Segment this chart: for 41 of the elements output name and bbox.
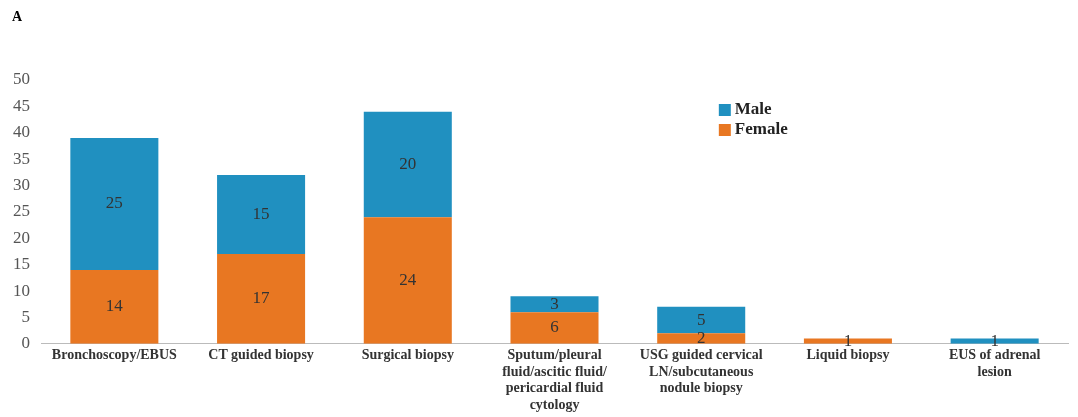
- data-label: 15: [252, 204, 270, 224]
- y-tick-label: 15: [13, 254, 30, 274]
- y-tick-label: 5: [21, 306, 30, 326]
- bar: [70, 138, 159, 270]
- y-tick-label: 45: [13, 95, 30, 115]
- bar: [510, 296, 599, 313]
- x-tick-label: Bronchoscopy/EBUS: [51, 346, 178, 362]
- legend-label: Female: [734, 119, 789, 139]
- y-tick-label: 20: [13, 227, 30, 247]
- data-label: 2: [696, 327, 706, 347]
- data-label: 25: [105, 193, 123, 213]
- data-label: 17: [252, 288, 271, 308]
- y-tick-label: 40: [13, 122, 30, 142]
- x-tick-label: EUS of adrenal lesion: [948, 346, 1041, 379]
- x-tick-label: USG guided cervical LN/subcutaneous nodule biopsy: [639, 346, 763, 396]
- legend-label: Male: [734, 99, 773, 119]
- data-label: 3: [550, 293, 559, 313]
- bar: [657, 333, 746, 344]
- y-tick-label: 35: [13, 148, 30, 168]
- x-tick-label: Sputum/pleural fluid/ascitic fluid/pericardial fluid cytology: [502, 346, 608, 413]
- bar: [217, 174, 306, 255]
- y-tick-label: 10: [13, 280, 30, 300]
- chart-title: A: [12, 8, 23, 24]
- y-tick-label: 25: [13, 201, 30, 221]
- x-tick-label: Surgical biopsy: [361, 346, 454, 362]
- x-tick-label: CT guided biopsy: [208, 346, 314, 362]
- bar: [363, 111, 452, 218]
- bar: [510, 312, 599, 344]
- x-tick-label: Liquid biopsy: [806, 346, 890, 362]
- data-label: 6: [550, 317, 559, 337]
- bar: [70, 269, 159, 344]
- y-tick-label: 50: [13, 69, 30, 89]
- data-label: 5: [696, 309, 706, 329]
- y-tick-label: 30: [13, 174, 30, 194]
- data-label: 14: [105, 296, 124, 316]
- data-label: 24: [399, 269, 417, 289]
- bar: [657, 306, 746, 334]
- bar: [363, 217, 452, 344]
- y-tick-label: 0: [21, 333, 30, 353]
- data-label: 20: [399, 153, 417, 173]
- bar: [217, 254, 306, 344]
